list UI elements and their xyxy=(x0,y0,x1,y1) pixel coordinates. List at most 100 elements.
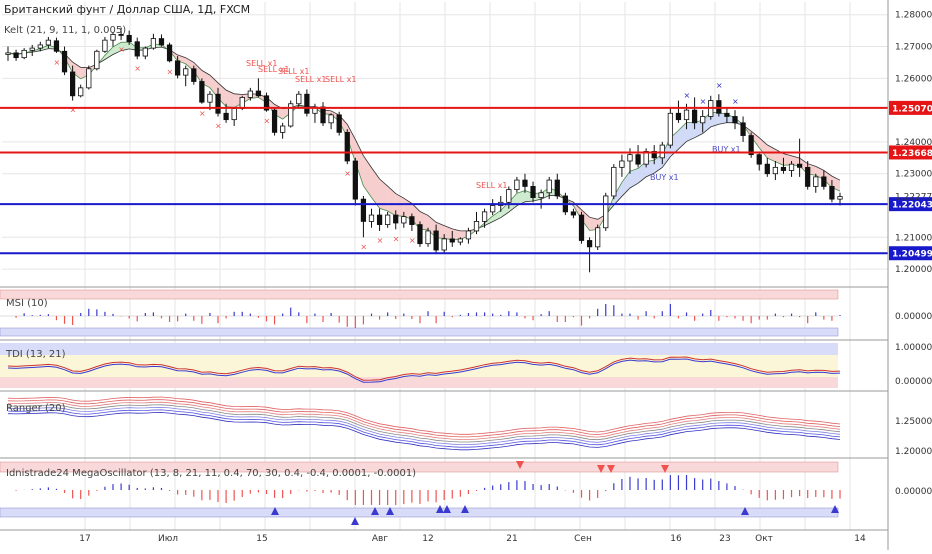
candle-body[interactable] xyxy=(13,52,19,59)
candle-body[interactable] xyxy=(805,166,811,187)
candle-body[interactable] xyxy=(70,71,76,97)
candle-body[interactable] xyxy=(29,47,35,51)
candle-body[interactable] xyxy=(796,163,803,168)
candle-body[interactable] xyxy=(578,214,585,241)
candle-body[interactable] xyxy=(368,214,375,222)
candle-body[interactable] xyxy=(280,125,286,133)
candle-body[interactable] xyxy=(215,93,221,114)
candle-body[interactable] xyxy=(441,238,447,251)
candle-body[interactable] xyxy=(554,179,560,197)
candle-body[interactable] xyxy=(473,221,480,232)
candle-body[interactable] xyxy=(142,47,148,57)
candle-body[interactable] xyxy=(449,238,455,243)
candle-body[interactable] xyxy=(150,38,157,49)
candle-body[interactable] xyxy=(659,144,665,159)
candle-body[interactable] xyxy=(603,195,609,229)
candle-body[interactable] xyxy=(724,112,730,117)
candle-body[interactable] xyxy=(376,214,383,225)
candle-body[interactable] xyxy=(247,90,253,98)
candle-body[interactable] xyxy=(239,96,245,109)
candle-body[interactable] xyxy=(514,179,520,191)
candle-body[interactable] xyxy=(126,34,132,43)
candle-body[interactable] xyxy=(401,216,407,224)
candle-body[interactable] xyxy=(740,122,746,136)
candle-body[interactable] xyxy=(691,109,698,124)
candle-body[interactable] xyxy=(595,227,601,248)
candle-body[interactable] xyxy=(465,230,472,240)
candle-body[interactable] xyxy=(732,116,738,124)
candle-body[interactable] xyxy=(385,214,391,225)
candle-body[interactable] xyxy=(457,238,463,243)
candle-body[interactable] xyxy=(506,189,512,203)
candle-body[interactable] xyxy=(829,186,835,200)
candle-body[interactable] xyxy=(490,205,496,213)
candle-body[interactable] xyxy=(627,154,633,162)
candle-body[interactable] xyxy=(643,151,649,165)
candle-body[interactable] xyxy=(780,166,787,171)
candle-body[interactable] xyxy=(635,154,641,165)
candle-body[interactable] xyxy=(522,179,528,187)
candle-body[interactable] xyxy=(813,176,819,187)
candle-body[interactable] xyxy=(199,81,205,103)
candle-body[interactable] xyxy=(94,50,100,70)
candle-body[interactable] xyxy=(667,112,673,146)
candle-body[interactable] xyxy=(166,44,173,62)
candle-body[interactable] xyxy=(748,135,754,156)
candle-body[interactable] xyxy=(619,160,625,168)
candle-body[interactable] xyxy=(263,95,270,111)
candle-body[interactable] xyxy=(481,211,488,222)
candle-body[interactable] xyxy=(570,211,577,216)
candle-body[interactable] xyxy=(37,44,43,49)
candle-body[interactable] xyxy=(611,166,617,197)
candle-body[interactable] xyxy=(158,38,165,46)
candle-body[interactable] xyxy=(546,179,552,194)
candle-body[interactable] xyxy=(837,196,843,200)
candle-body[interactable] xyxy=(118,34,124,36)
candle-body[interactable] xyxy=(110,34,116,41)
candle-body[interactable] xyxy=(651,151,657,159)
candle-body[interactable] xyxy=(417,224,423,245)
candle-body[interactable] xyxy=(5,52,11,55)
candle-body[interactable] xyxy=(21,49,27,59)
candle-body[interactable] xyxy=(409,216,415,225)
candle-body[interactable] xyxy=(433,230,439,251)
candle-body[interactable] xyxy=(788,163,795,171)
candle-body[interactable] xyxy=(756,154,762,165)
candle-body[interactable] xyxy=(223,112,229,121)
candle-body[interactable] xyxy=(530,186,536,198)
candle-body[interactable] xyxy=(61,50,68,73)
candle-body[interactable] xyxy=(255,90,262,97)
candle-body[interactable] xyxy=(271,109,278,133)
candle-body[interactable] xyxy=(304,93,310,114)
candle-body[interactable] xyxy=(586,240,593,248)
candle-body[interactable] xyxy=(288,103,294,127)
candle-body[interactable] xyxy=(344,131,350,162)
candle-body[interactable] xyxy=(328,114,334,124)
candle-body[interactable] xyxy=(53,40,60,52)
candle-body[interactable] xyxy=(231,108,237,121)
candle-body[interactable] xyxy=(45,39,52,46)
candle-body[interactable] xyxy=(683,109,690,121)
candle-body[interactable] xyxy=(700,116,706,124)
candle-body[interactable] xyxy=(538,192,544,198)
candle-body[interactable] xyxy=(821,176,827,187)
candle-body[interactable] xyxy=(207,93,213,103)
candle-body[interactable] xyxy=(183,68,189,76)
candle-body[interactable] xyxy=(772,166,779,175)
candle-body[interactable] xyxy=(320,106,326,124)
candle-body[interactable] xyxy=(78,87,84,97)
candle-body[interactable] xyxy=(425,230,431,245)
candle-body[interactable] xyxy=(352,160,358,200)
candle-body[interactable] xyxy=(393,214,399,224)
candle-body[interactable] xyxy=(360,198,367,222)
candle-body[interactable] xyxy=(764,163,770,175)
candle-body[interactable] xyxy=(134,41,140,57)
candle-body[interactable] xyxy=(175,60,181,76)
candle-body[interactable] xyxy=(191,68,197,82)
candle-body[interactable] xyxy=(86,68,92,89)
candle-body[interactable] xyxy=(336,114,342,133)
candle-body[interactable] xyxy=(675,112,682,121)
candle-body[interactable] xyxy=(102,39,108,52)
candle-body[interactable] xyxy=(296,93,302,105)
